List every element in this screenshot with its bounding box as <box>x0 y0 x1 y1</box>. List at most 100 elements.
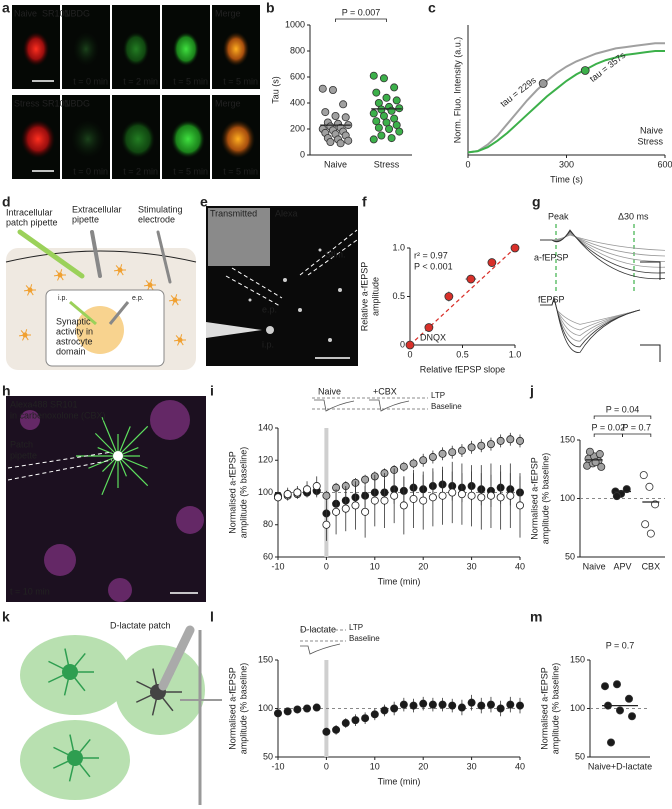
merge-label: Merge <box>215 98 241 108</box>
tissue-surface <box>5 250 197 263</box>
astrocyte <box>177 337 183 343</box>
patched-astrocyte <box>113 451 123 461</box>
time-label: t = 2 min <box>123 166 158 176</box>
panel-letter: b <box>266 0 275 16</box>
x-tick-label: 20 <box>418 761 428 771</box>
data-point <box>361 475 370 484</box>
y-axis-title: amplitude <box>370 277 380 316</box>
image-label: e.p. <box>262 304 277 314</box>
y-axis-title: Norm. Fluo. Intensity (a.u.) <box>452 37 462 144</box>
annotation-marker <box>580 66 590 75</box>
astrocyte <box>172 297 178 303</box>
cell <box>221 120 255 158</box>
stim-pipette <box>307 239 358 276</box>
panel-letter: m <box>530 609 542 625</box>
category-label: Naive <box>583 561 606 571</box>
astrocyte <box>117 267 123 273</box>
data-point <box>444 292 454 301</box>
data-point <box>293 705 302 714</box>
y-axis-title: Normalised a-fEPSP <box>529 457 539 540</box>
panel-letter: d <box>2 194 11 210</box>
data-point <box>312 482 321 491</box>
dye-label: NBDG <box>64 8 90 18</box>
data-point <box>585 447 594 456</box>
inset-ep <box>108 301 130 325</box>
cell-body <box>67 750 83 766</box>
inset-ip <box>69 300 97 326</box>
data-point <box>390 491 399 500</box>
trace <box>540 296 641 342</box>
y-tick-label: 100 <box>560 493 575 503</box>
data-point <box>467 443 476 452</box>
data-point <box>399 501 408 510</box>
data-point <box>322 491 331 500</box>
sr101-cell <box>150 400 190 440</box>
data-point <box>424 323 434 332</box>
data-point <box>457 446 466 455</box>
dye-label: NBDG <box>64 98 90 108</box>
data-point <box>395 104 404 113</box>
data-point <box>336 139 345 148</box>
pipette-label: patch pipette <box>6 217 58 227</box>
sr101-cell <box>20 410 40 430</box>
category-label: Naive+D-lactate <box>588 761 652 771</box>
data-point <box>377 131 386 140</box>
legend-label: Naive <box>640 125 663 135</box>
panel-letter: a <box>2 0 10 16</box>
x-tick-label: 300 <box>559 159 574 169</box>
data-point <box>273 709 282 718</box>
time-label: t = 5 min <box>223 166 258 176</box>
data-point <box>331 112 340 121</box>
y-tick-label: 0 <box>400 339 405 349</box>
pipette-label: electrode <box>138 214 175 224</box>
x-axis-title: Relative fEPSP slope <box>420 364 505 374</box>
ep-pipette <box>225 275 281 307</box>
data-point <box>369 109 378 118</box>
dye-label: SR101 <box>50 399 78 409</box>
panel-letter: e <box>200 194 208 210</box>
ip-pipette <box>206 322 262 338</box>
y-axis-title: Normalised a-fEPSP <box>227 451 237 534</box>
annotation: DNQX <box>420 332 446 342</box>
pipette-label: Stimulating <box>138 204 183 214</box>
image-label: i.p. <box>262 339 274 349</box>
cell <box>171 120 205 158</box>
astrocyte-process <box>88 455 119 469</box>
data-point <box>467 491 476 500</box>
data-point <box>428 453 437 462</box>
data-point <box>380 706 389 715</box>
data-point <box>641 520 650 529</box>
y-tick-label: 100 <box>258 487 273 497</box>
panel-letter: c <box>428 0 436 16</box>
inset-trace <box>300 643 341 655</box>
dye-label: SR101 <box>42 98 70 108</box>
panel-letter: l <box>210 609 214 625</box>
data-point <box>390 83 399 92</box>
astrocyte-process <box>101 416 119 457</box>
y-tick-label: 1.0 <box>392 242 405 252</box>
y-axis-title: amplitude (% baseline) <box>238 447 248 539</box>
data-point <box>409 701 418 710</box>
data-point <box>486 700 495 709</box>
extracellular-pipette <box>90 230 102 278</box>
trace-label: fEPSP <box>538 294 565 304</box>
trace-label: a-fEPSP <box>534 252 569 262</box>
panel-letter: g <box>532 194 541 210</box>
inset-label: LTP <box>349 623 363 632</box>
data-point <box>326 137 335 146</box>
cell <box>298 308 302 312</box>
time-label: t = 0 min <box>73 76 108 86</box>
x-tick-label: 40 <box>515 761 525 771</box>
pipette-outline <box>7 459 113 481</box>
y-tick-label: 100 <box>570 703 585 713</box>
legend-label: Stress <box>637 136 663 146</box>
row-label: Naive <box>14 8 37 18</box>
cell <box>223 32 249 66</box>
data-point <box>486 491 495 500</box>
domain-label: Synaptic <box>56 316 91 326</box>
data-point <box>438 449 447 458</box>
chart-title: D-lactate <box>300 624 336 634</box>
legend-label: Naive <box>318 386 341 396</box>
y-tick-label: 200 <box>290 123 305 133</box>
